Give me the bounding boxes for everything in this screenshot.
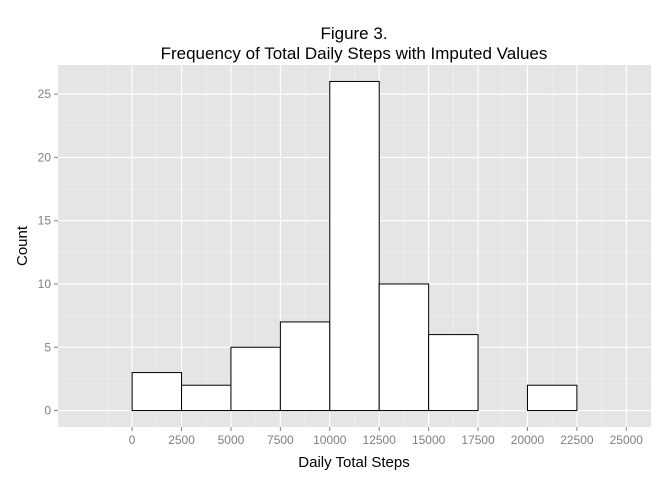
chart-subtitle: Frequency of Total Daily Steps with Impu… [161,44,548,63]
x-tick-label: 17500 [461,433,495,447]
y-tick-label: 20 [38,150,52,164]
x-tick-label: 22500 [560,433,594,447]
y-axis-label: Count [14,225,31,266]
histogram-bars [131,80,578,412]
axis-ticks: 0 2500 5000 7500 10000 12500 15000 17500 20000 22… [38,87,644,447]
x-tick-label: 15000 [412,433,446,447]
x-tick-label: 25000 [610,433,644,447]
histogram-bar [329,80,380,412]
x-tick-label: 10000 [313,433,347,447]
x-tick-label: 7500 [267,433,294,447]
y-tick-label: 5 [44,340,51,354]
x-tick-label: 0 [129,433,136,447]
x-axis-label: Daily Total Steps [298,454,409,471]
x-tick-label: 2500 [168,433,195,447]
histogram-bar [230,346,281,412]
histogram-bar [131,372,183,412]
histogram-bar [378,283,430,412]
y-tick-label: 10 [38,277,52,291]
y-tick-label: 0 [44,404,51,418]
y-tick-label: 25 [38,87,52,101]
histogram-bar [181,384,232,412]
x-tick-label: 5000 [218,433,245,447]
histogram-bar [526,384,578,412]
x-tick-label: 12500 [363,433,397,447]
x-tick-label: 20000 [511,433,545,447]
histogram-bar [279,321,331,412]
histogram-bar [428,334,479,412]
y-tick-label: 15 [38,214,52,228]
chart-title: Figure 3. [320,24,387,43]
